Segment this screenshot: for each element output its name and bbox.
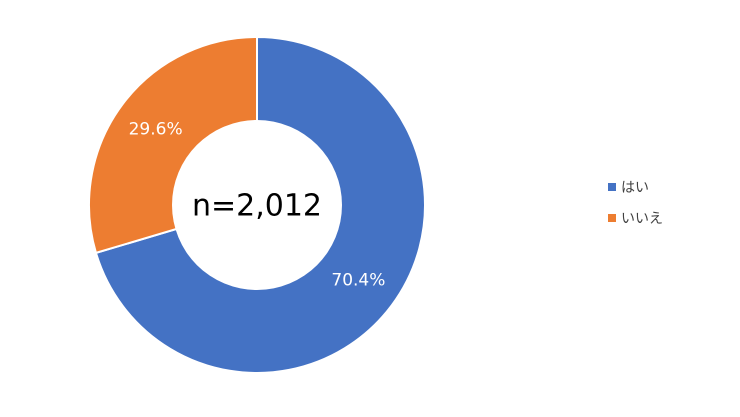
legend-swatch [608, 183, 616, 191]
legend-label: いいえ [621, 211, 663, 227]
center-label: n=2,012 [192, 189, 322, 224]
legend-swatch [608, 214, 616, 222]
data-label: 29.6% [129, 119, 183, 139]
data-label: 70.4% [331, 271, 385, 291]
donut-hole [172, 120, 342, 290]
legend-label: はい [621, 180, 649, 196]
